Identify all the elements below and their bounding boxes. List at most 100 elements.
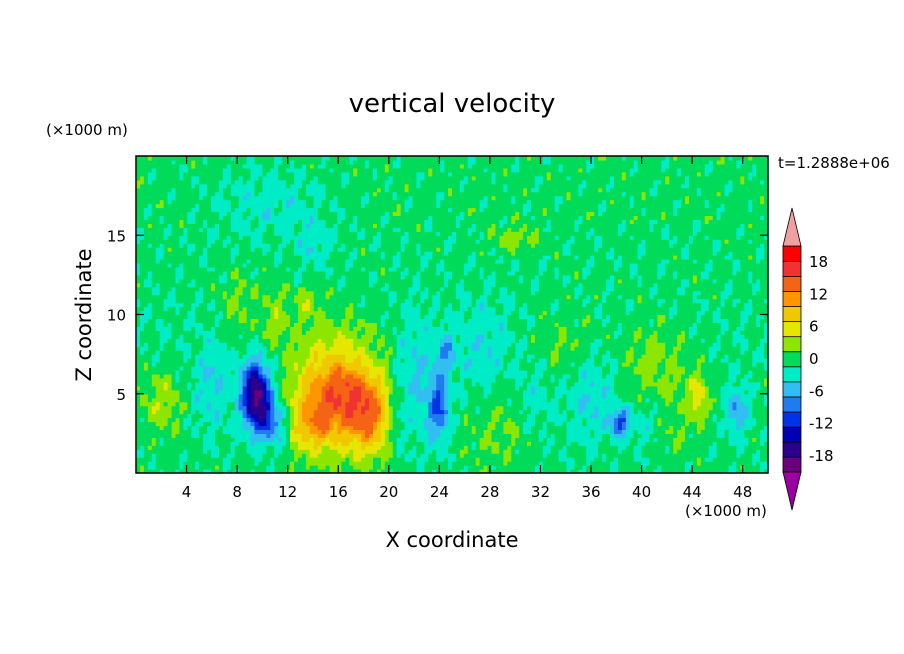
field-cell bbox=[333, 223, 339, 228]
field-cell bbox=[467, 465, 485, 470]
field-cell bbox=[250, 381, 263, 387]
field-cell bbox=[139, 346, 149, 351]
field-cell bbox=[661, 358, 666, 363]
field-cell bbox=[503, 373, 528, 379]
field-cell bbox=[432, 409, 445, 415]
field-cell bbox=[692, 223, 702, 228]
field-cell bbox=[673, 243, 686, 248]
field-cell bbox=[274, 223, 295, 228]
field-cell bbox=[290, 330, 303, 335]
field-cell bbox=[183, 334, 196, 339]
field-cell bbox=[369, 373, 378, 379]
field-cell bbox=[139, 393, 149, 399]
field-cell bbox=[641, 385, 647, 391]
field-cell bbox=[602, 211, 643, 217]
field-cell bbox=[602, 338, 635, 343]
field-cell bbox=[136, 350, 141, 355]
field-cell bbox=[657, 266, 666, 272]
field-cell bbox=[542, 449, 552, 454]
field-cell bbox=[301, 322, 315, 327]
field-cell bbox=[246, 441, 252, 446]
field-cell bbox=[467, 259, 477, 264]
field-cell bbox=[519, 243, 532, 248]
field-cell bbox=[179, 465, 184, 470]
field-cell bbox=[483, 306, 497, 312]
field-cell bbox=[234, 290, 244, 296]
field-cell bbox=[617, 294, 623, 300]
field-cell bbox=[234, 179, 244, 185]
field-cell bbox=[503, 425, 520, 431]
field-cell bbox=[420, 294, 429, 300]
field-cell bbox=[136, 334, 141, 339]
field-cell bbox=[139, 397, 149, 403]
field-cell bbox=[578, 342, 591, 347]
field-cell bbox=[329, 274, 342, 280]
field-cell bbox=[538, 187, 579, 193]
field-cell bbox=[570, 342, 579, 347]
field-cell bbox=[305, 167, 331, 173]
field-cell bbox=[515, 156, 520, 161]
field-cell bbox=[452, 433, 485, 438]
field-cell bbox=[155, 247, 165, 252]
field-cell bbox=[305, 199, 315, 205]
field-cell bbox=[440, 306, 445, 312]
field-cell bbox=[313, 354, 319, 359]
field-cell bbox=[499, 449, 504, 454]
field-cell bbox=[519, 409, 524, 415]
field-cell bbox=[353, 453, 366, 458]
field-cell bbox=[546, 262, 587, 268]
field-cell bbox=[424, 219, 433, 224]
field-cell bbox=[234, 156, 248, 161]
field-cell bbox=[329, 373, 342, 379]
field-cell bbox=[226, 270, 232, 276]
field-cell bbox=[147, 318, 157, 324]
field-cell bbox=[282, 302, 299, 308]
field-cell bbox=[384, 409, 390, 415]
field-cell bbox=[345, 334, 358, 339]
field-cell bbox=[531, 425, 544, 431]
field-cell bbox=[598, 302, 603, 308]
field-cell bbox=[590, 298, 603, 304]
field-cell bbox=[349, 393, 362, 399]
field-cell bbox=[183, 219, 188, 224]
field-cell bbox=[313, 377, 331, 383]
field-cell bbox=[712, 259, 734, 264]
field-cell bbox=[301, 163, 307, 169]
field-cell bbox=[475, 429, 485, 434]
field-cell bbox=[546, 421, 556, 427]
field-cell bbox=[254, 461, 260, 466]
field-cell bbox=[432, 167, 441, 173]
field-cell bbox=[574, 270, 579, 276]
field-cell bbox=[317, 350, 366, 355]
field-cell bbox=[515, 251, 556, 256]
field-cell bbox=[337, 441, 342, 446]
field-cell bbox=[578, 409, 583, 415]
field-cell bbox=[139, 342, 145, 347]
field-cell bbox=[764, 247, 768, 252]
field-cell bbox=[333, 247, 339, 252]
field-cell bbox=[448, 449, 461, 454]
field-cell bbox=[542, 437, 548, 442]
field-cell bbox=[357, 251, 362, 256]
field-cell bbox=[373, 358, 390, 363]
field-cell bbox=[230, 251, 240, 256]
field-cell bbox=[222, 310, 228, 316]
field-cell bbox=[756, 171, 768, 177]
field-cell bbox=[641, 334, 651, 339]
field-cell bbox=[230, 457, 256, 462]
field-cell bbox=[226, 298, 240, 304]
field-cell bbox=[728, 377, 737, 383]
field-cell bbox=[471, 314, 508, 320]
field-cell bbox=[732, 338, 749, 343]
field-cell bbox=[215, 441, 232, 446]
field-cell bbox=[606, 453, 635, 458]
field-cell bbox=[238, 306, 244, 312]
field-cell bbox=[290, 405, 295, 411]
field-cell bbox=[211, 453, 220, 458]
field-cell bbox=[369, 369, 386, 375]
field-cell bbox=[384, 397, 390, 403]
field-cell bbox=[297, 266, 307, 272]
field-cell bbox=[621, 262, 631, 268]
field-cell bbox=[728, 179, 734, 185]
field-cell bbox=[191, 179, 200, 185]
